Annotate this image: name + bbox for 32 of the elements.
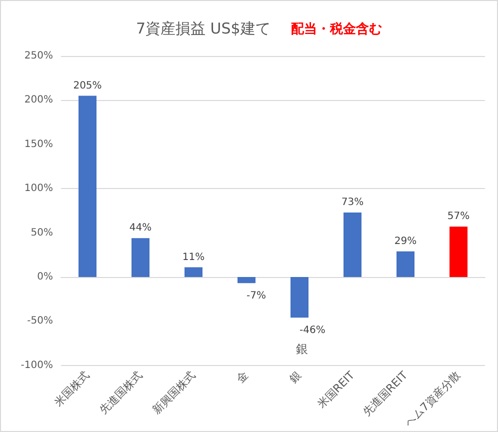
data-label: 57%: [447, 211, 470, 222]
data-label: -46%: [300, 325, 326, 336]
data-label: 205%: [73, 80, 102, 92]
bar: [238, 276, 256, 284]
y-tick-label: 150%: [24, 138, 53, 150]
bar: [396, 251, 414, 277]
bar: [344, 212, 362, 277]
y-tick-label: 0%: [37, 271, 53, 282]
y-tick-label: 250%: [24, 50, 53, 62]
chart-title: 7資産損益 US$建て: [136, 20, 270, 38]
x-tick-label: 金: [234, 368, 252, 386]
x-tick-label: 先進国株式: [97, 368, 146, 417]
y-tick-label: 50%: [30, 227, 53, 238]
annotation: 銀: [296, 342, 308, 356]
x-tick-label: 新興国株式: [150, 368, 198, 417]
bar: [450, 226, 468, 277]
y-tick-label: -100%: [20, 360, 53, 371]
x-tick-label: 米国株式: [52, 368, 92, 410]
y-tick-label: -50%: [27, 316, 53, 327]
x-tick-label: 銀: [287, 368, 304, 386]
data-label: 11%: [182, 252, 205, 263]
bar: [290, 276, 308, 318]
bar: [78, 96, 96, 277]
data-label: 44%: [129, 222, 152, 234]
data-label: 73%: [341, 196, 364, 208]
bar: [184, 267, 202, 277]
data-label: -7%: [246, 290, 266, 302]
data-label: 29%: [394, 236, 417, 247]
y-tick-label: 100%: [24, 183, 53, 194]
y-tick-label: 200%: [24, 94, 53, 106]
chart-subtitle: 配当・税金含む: [291, 21, 382, 37]
bar: [132, 238, 150, 277]
